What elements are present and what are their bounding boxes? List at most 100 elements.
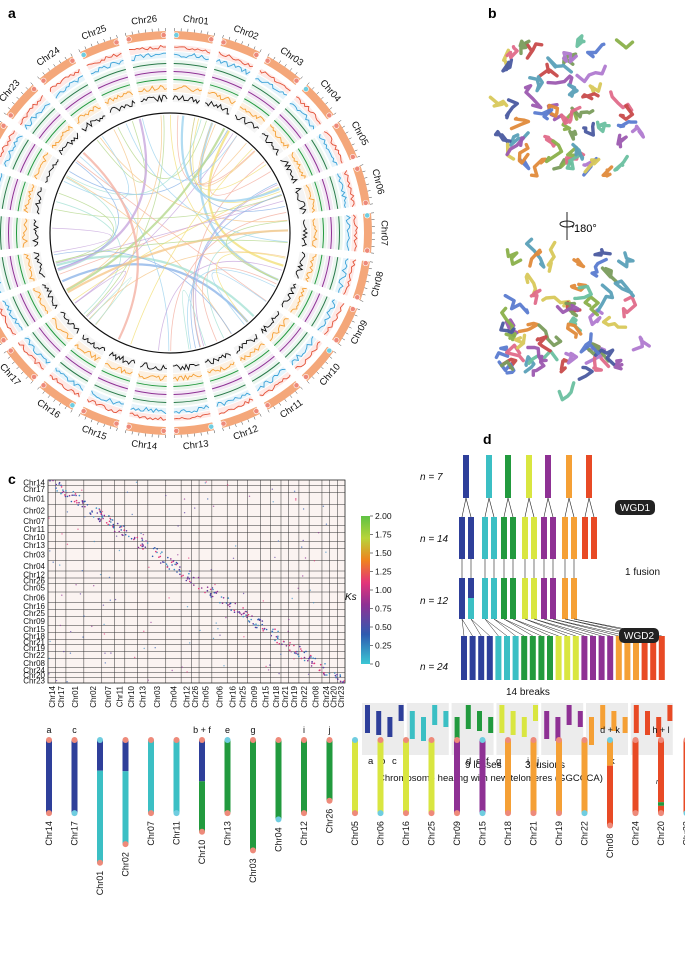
synteny-dot xyxy=(226,484,229,486)
post-fusion-chromosome xyxy=(571,578,577,619)
scale-tick xyxy=(368,268,372,270)
synteny-link xyxy=(56,201,122,315)
track-gene-density xyxy=(87,399,123,414)
telomere-marker xyxy=(364,212,371,219)
y-tick-label: Chr03 xyxy=(23,550,45,559)
synteny-link xyxy=(95,129,139,325)
structure-view-front xyxy=(544,139,564,164)
structure-view-front xyxy=(493,130,512,144)
lineage-line xyxy=(512,618,551,637)
synteny-dot xyxy=(253,624,256,626)
x-tick-label: Chr06 xyxy=(216,685,225,707)
wgd2-chromosome xyxy=(555,636,562,680)
synteny-dot xyxy=(140,532,142,535)
track-repeat-density xyxy=(291,336,314,366)
synteny-dot xyxy=(176,571,178,573)
track-black xyxy=(32,219,40,247)
track-purple-line xyxy=(321,178,331,211)
wgd1-chromosome xyxy=(459,517,465,559)
synteny-dot xyxy=(277,540,280,542)
synteny-dot xyxy=(59,624,61,627)
ancestral-chromosome xyxy=(463,455,469,498)
scale-tick xyxy=(16,96,19,100)
synteny-dot xyxy=(214,591,217,594)
ancestral-chromosome xyxy=(566,455,572,498)
colorbar-tick-label: 0.75 xyxy=(375,604,392,614)
telomere-marker xyxy=(224,737,231,743)
synteny-dot xyxy=(110,521,112,523)
panel-label-b: b xyxy=(488,5,497,21)
synteny-dot xyxy=(52,479,54,482)
synteny-dot xyxy=(81,505,84,508)
track-orange xyxy=(240,343,265,361)
wgd1-chromosome xyxy=(510,517,516,559)
track-background xyxy=(173,370,203,382)
track-purple-line xyxy=(9,178,19,211)
panel-label-c: c xyxy=(8,471,16,487)
synteny-dot xyxy=(289,642,291,644)
track-orange xyxy=(21,218,29,248)
chromosome-ideogram-chr11 xyxy=(263,381,301,410)
chromosome-segment xyxy=(173,740,180,814)
synteny-dot xyxy=(278,643,281,645)
synteny-dot xyxy=(293,652,296,654)
synteny-dot xyxy=(104,652,106,654)
synteny-dot xyxy=(140,544,142,547)
track-gene-density xyxy=(0,308,17,335)
scale-tick xyxy=(253,46,256,50)
scale-tick xyxy=(47,395,51,398)
track-gene-density xyxy=(259,70,291,92)
track-background xyxy=(0,274,6,294)
synteny-link xyxy=(66,119,202,196)
synteny-dot xyxy=(300,650,303,652)
track-purple-line xyxy=(65,355,93,375)
synteny-dot xyxy=(217,628,219,630)
track-green-line xyxy=(60,84,89,105)
lineage-line xyxy=(461,618,465,637)
event-annotation: g xyxy=(250,725,255,735)
synteny-dot xyxy=(295,498,297,500)
track-orange xyxy=(270,124,289,149)
synteny-link xyxy=(89,277,132,325)
synteny-dot xyxy=(98,520,101,523)
y-tick-label: Chr02 xyxy=(23,507,45,516)
synteny-dot xyxy=(79,593,82,595)
rearranged-chromosome xyxy=(533,705,538,721)
synteny-dot xyxy=(75,494,77,497)
track-orange xyxy=(138,85,167,93)
telomere-marker xyxy=(354,294,361,301)
track-green-line xyxy=(32,332,56,358)
synteny-dot xyxy=(285,645,288,647)
structure-view-back xyxy=(592,355,603,372)
track-background xyxy=(52,74,86,100)
synteny-dot xyxy=(123,525,125,527)
synteny-dot xyxy=(261,627,264,630)
track-green-line-2 xyxy=(322,217,324,249)
structure-view-front xyxy=(581,92,600,101)
scale-tick xyxy=(70,53,73,57)
synteny-dot xyxy=(220,596,223,598)
synteny-dot xyxy=(186,671,188,673)
ploidy-label: n = 7 xyxy=(420,472,443,483)
synteny-dot xyxy=(171,564,173,566)
scale-tick xyxy=(279,60,282,64)
track-purple-line xyxy=(9,255,19,288)
scale-tick xyxy=(329,107,333,110)
chromosome-label-chr23: Chr23 xyxy=(682,821,685,846)
synteny-dot xyxy=(255,623,257,625)
wgd2-chromosome xyxy=(624,636,631,680)
synteny-dot xyxy=(199,629,201,632)
structure-view-back xyxy=(566,322,583,339)
structure-view-front xyxy=(575,64,607,84)
track-orange xyxy=(52,317,73,340)
synteny-dot xyxy=(255,626,258,629)
post-fusion-chromosome xyxy=(550,578,556,619)
track-repeat-density xyxy=(24,337,51,364)
y-tick-label: Chr20 xyxy=(23,671,45,680)
synteny-dot xyxy=(227,604,229,606)
lineage-line xyxy=(528,497,535,518)
telomere-marker xyxy=(46,737,52,743)
synteny-dot xyxy=(143,630,145,632)
track-orange xyxy=(305,253,317,283)
synteny-dot xyxy=(120,529,122,531)
